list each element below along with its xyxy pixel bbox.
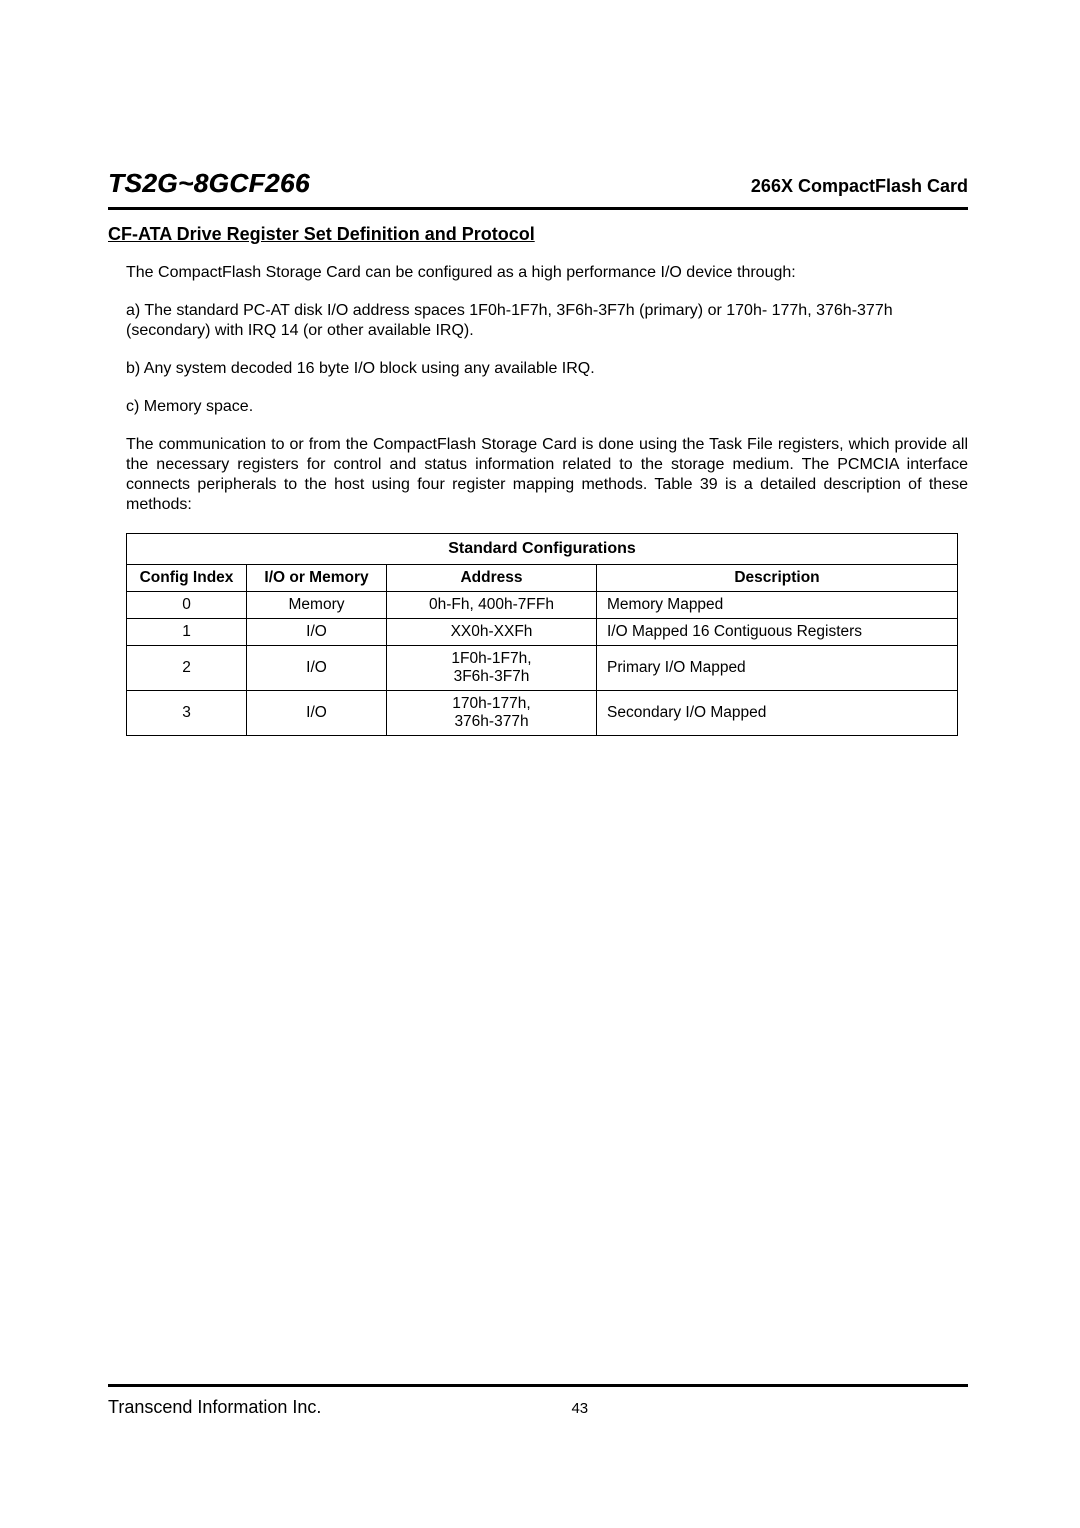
cell-description: I/O Mapped 16 Contiguous Registers — [597, 619, 958, 646]
table-title: Standard Configurations — [127, 534, 958, 565]
cell-config-index: 3 — [127, 691, 247, 736]
table-header-io-memory: I/O or Memory — [247, 565, 387, 592]
table-row: 3 I/O 170h-177h,376h-377h Secondary I/O … — [127, 691, 958, 736]
section-title: CF-ATA Drive Register Set Definition and… — [108, 224, 968, 245]
cell-description: Primary I/O Mapped — [597, 646, 958, 691]
table-header-config-index: Config Index — [127, 565, 247, 592]
product-tagline: 266X CompactFlash Card — [751, 176, 968, 197]
paragraph-intro: The CompactFlash Storage Card can be con… — [108, 263, 968, 283]
product-title: TS2G~8GCF266 — [108, 168, 310, 199]
cell-io-memory: Memory — [247, 592, 387, 619]
cell-address: 0h-Fh, 400h-7FFh — [387, 592, 597, 619]
table-header-description: Description — [597, 565, 958, 592]
table-row: 1 I/O XX0h-XXFh I/O Mapped 16 Contiguous… — [127, 619, 958, 646]
footer-company: Transcend Information Inc. — [108, 1397, 321, 1418]
config-table: Standard Configurations Config Index I/O… — [126, 533, 958, 736]
table-row: 2 I/O 1F0h-1F7h,3F6h-3F7h Primary I/O Ma… — [127, 646, 958, 691]
cell-io-memory: I/O — [247, 619, 387, 646]
cell-description: Memory Mapped — [597, 592, 958, 619]
cell-io-memory: I/O — [247, 691, 387, 736]
paragraph-b: b) Any system decoded 16 byte I/O block … — [108, 359, 968, 379]
paragraph-desc: The communication to or from the Compact… — [108, 435, 968, 515]
paragraph-c: c) Memory space. — [108, 397, 968, 417]
paragraph-a: a) The standard PC-AT disk I/O address s… — [108, 301, 968, 341]
footer-page-number: 43 — [571, 1400, 588, 1417]
cell-address: XX0h-XXFh — [387, 619, 597, 646]
cell-config-index: 1 — [127, 619, 247, 646]
table-row: 0 Memory 0h-Fh, 400h-7FFh Memory Mapped — [127, 592, 958, 619]
cell-description: Secondary I/O Mapped — [597, 691, 958, 736]
cell-config-index: 2 — [127, 646, 247, 691]
cell-config-index: 0 — [127, 592, 247, 619]
header-divider — [108, 207, 968, 210]
footer-divider — [108, 1384, 968, 1387]
table-header-address: Address — [387, 565, 597, 592]
cell-address: 1F0h-1F7h,3F6h-3F7h — [387, 646, 597, 691]
cell-io-memory: I/O — [247, 646, 387, 691]
cell-address: 170h-177h,376h-377h — [387, 691, 597, 736]
